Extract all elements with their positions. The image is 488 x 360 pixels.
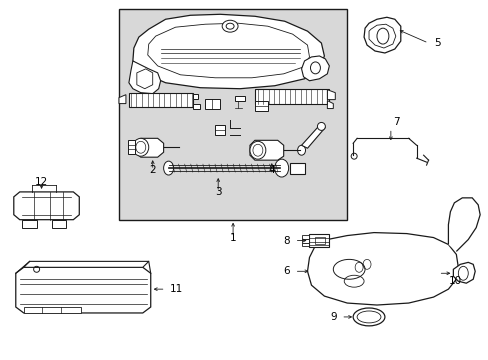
Polygon shape: [205, 99, 220, 109]
Ellipse shape: [274, 159, 288, 177]
Text: 5: 5: [434, 38, 440, 48]
Polygon shape: [24, 261, 148, 267]
Polygon shape: [452, 262, 474, 283]
Text: 4: 4: [268, 165, 275, 175]
Bar: [119, 9, 346, 220]
Polygon shape: [301, 235, 309, 239]
Polygon shape: [309, 234, 328, 247]
Polygon shape: [301, 239, 309, 243]
Polygon shape: [301, 243, 309, 247]
Polygon shape: [301, 56, 328, 81]
Polygon shape: [135, 138, 163, 157]
Polygon shape: [249, 140, 283, 160]
Bar: [254, 89, 328, 104]
Ellipse shape: [317, 122, 325, 130]
Ellipse shape: [352, 308, 384, 326]
Text: 1: 1: [229, 233, 236, 243]
Text: 7: 7: [393, 117, 399, 127]
Polygon shape: [301, 125, 325, 148]
Text: 9: 9: [330, 312, 337, 322]
Polygon shape: [447, 198, 479, 251]
Text: 6: 6: [283, 266, 289, 276]
Polygon shape: [21, 220, 37, 228]
Polygon shape: [128, 140, 135, 154]
Polygon shape: [193, 104, 200, 109]
Ellipse shape: [297, 145, 305, 155]
Ellipse shape: [163, 161, 173, 175]
Polygon shape: [24, 307, 81, 313]
Bar: [129, 93, 193, 107]
Text: 8: 8: [283, 235, 289, 246]
Polygon shape: [119, 95, 126, 104]
Polygon shape: [16, 267, 150, 313]
Polygon shape: [254, 100, 267, 111]
Polygon shape: [129, 61, 161, 94]
Ellipse shape: [249, 141, 265, 159]
Text: 11: 11: [169, 284, 183, 294]
Ellipse shape: [222, 20, 238, 32]
Polygon shape: [364, 17, 400, 53]
Text: 2: 2: [149, 165, 156, 175]
Polygon shape: [326, 100, 333, 109]
Polygon shape: [51, 220, 66, 228]
Polygon shape: [235, 96, 244, 100]
Polygon shape: [133, 14, 324, 89]
Polygon shape: [289, 163, 304, 174]
Polygon shape: [215, 125, 224, 135]
Polygon shape: [193, 94, 198, 99]
Text: 12: 12: [35, 177, 48, 187]
Polygon shape: [307, 233, 457, 305]
Polygon shape: [326, 90, 335, 100]
Text: 3: 3: [214, 187, 221, 197]
Ellipse shape: [133, 138, 148, 156]
Polygon shape: [14, 192, 79, 220]
Text: 10: 10: [447, 276, 461, 286]
